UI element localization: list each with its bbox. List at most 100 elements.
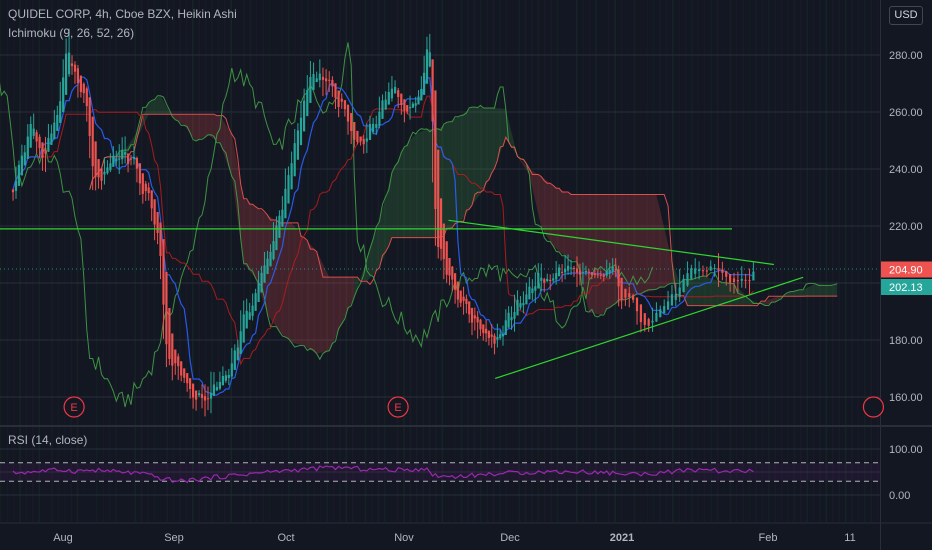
candle-body: [578, 270, 582, 275]
candle-body: [670, 294, 673, 306]
candle-body: [651, 320, 654, 323]
earnings-marker: [63, 396, 85, 418]
grid-stripe: [774, 0, 776, 522]
grid-stripe: [249, 0, 252, 522]
candle-body: [448, 258, 451, 276]
candle-body: [47, 138, 50, 152]
horizontal-gridlines: [0, 54, 880, 496]
candle-body: [445, 241, 448, 275]
cloud-segment: [148, 95, 161, 115]
cloud-segment: [304, 237, 317, 354]
candle-body: [678, 287, 681, 297]
candle-body: [59, 101, 62, 123]
cloud-segment: [219, 115, 232, 177]
candle-body: [729, 274, 732, 283]
grid-stripe: [185, 0, 188, 522]
candle-body: [417, 96, 420, 105]
candle-body: [587, 271, 590, 273]
grid-stripe: [672, 0, 674, 522]
grid-stripe: [768, 0, 770, 522]
grid-stripe: [422, 0, 424, 522]
grid-stripe: [204, 0, 207, 522]
candle-body: [617, 269, 620, 287]
grid-stripe: [851, 0, 853, 522]
candle-body: [425, 49, 429, 84]
candle-body: [153, 199, 156, 225]
candle-body: [608, 270, 611, 274]
candle-body: [306, 89, 309, 117]
candle-body: [459, 290, 462, 303]
candle-body: [468, 301, 471, 315]
candle-body: [465, 298, 468, 304]
candle-body: [82, 83, 85, 94]
candle-body: [513, 312, 516, 319]
candle-body: [150, 190, 153, 209]
currency-button[interactable]: USD: [889, 6, 923, 25]
grid-stripe: [812, 0, 815, 522]
candle-body: [56, 115, 59, 131]
grid-stripe: [179, 0, 181, 522]
candle-body: [275, 225, 278, 251]
candle-body: [394, 86, 397, 94]
candle-body: [278, 215, 281, 238]
candle-body: [372, 123, 375, 132]
grid-stripe: [358, 0, 360, 522]
candle-body: [321, 76, 325, 80]
candle-body: [29, 124, 32, 148]
cloud-segment: [172, 114, 185, 126]
grid-stripe: [76, 0, 79, 522]
cloud-segment: [415, 128, 427, 238]
grid-stripe: [51, 0, 53, 522]
candle-body: [540, 277, 543, 281]
grid-stripe: [716, 0, 719, 522]
grid-stripe: [166, 0, 168, 522]
candle-body: [698, 269, 701, 272]
cloud-segment: [279, 222, 292, 343]
candle-body: [224, 375, 227, 381]
candle-body: [686, 273, 689, 286]
candle-body: [94, 141, 97, 177]
grid-stripe: [288, 0, 290, 522]
grid-stripe: [480, 0, 482, 522]
grid-stripe: [409, 0, 412, 522]
candle-body: [269, 251, 272, 267]
grid-stripe: [108, 0, 111, 522]
candle-body: [109, 163, 112, 171]
candle-body: [470, 307, 474, 323]
grid-stripe: [0, 0, 2, 522]
vertical-gridlines: [0, 0, 853, 522]
candle-body: [628, 293, 631, 298]
candle-body: [476, 316, 479, 323]
candle-body: [245, 310, 248, 329]
grid-stripe: [806, 0, 808, 522]
cloud-segment: [517, 156, 530, 175]
candle-body: [168, 308, 171, 359]
rsi-pane: [0, 462, 880, 484]
candle-body: [239, 331, 242, 354]
candle-body: [218, 382, 221, 389]
candle-body: [414, 103, 417, 106]
grid-stripe: [460, 0, 463, 522]
candle-body: [605, 271, 608, 276]
candle-body: [434, 90, 437, 209]
candle-body: [602, 274, 605, 277]
candle-body: [522, 303, 525, 306]
candle-body: [331, 80, 334, 87]
grid-stripe: [537, 0, 540, 522]
trendline-upper: [448, 219, 774, 266]
price-tick-label: 240.00: [889, 164, 923, 176]
candle-body: [487, 331, 490, 338]
candle-body: [221, 376, 224, 386]
time-tick-label: Nov: [394, 532, 414, 544]
candle-body: [411, 103, 414, 108]
time-tick-label: 11: [844, 532, 855, 544]
candle-body: [375, 124, 378, 128]
time-tick-label: Aug: [53, 532, 73, 544]
trendline-lower: [494, 276, 804, 380]
price-tick-label: 220.00: [889, 221, 923, 233]
candle-body: [312, 74, 315, 90]
candle-body: [303, 100, 306, 132]
grid-stripe: [371, 0, 373, 522]
candle-body: [409, 107, 412, 109]
grid-stripe: [454, 0, 456, 522]
